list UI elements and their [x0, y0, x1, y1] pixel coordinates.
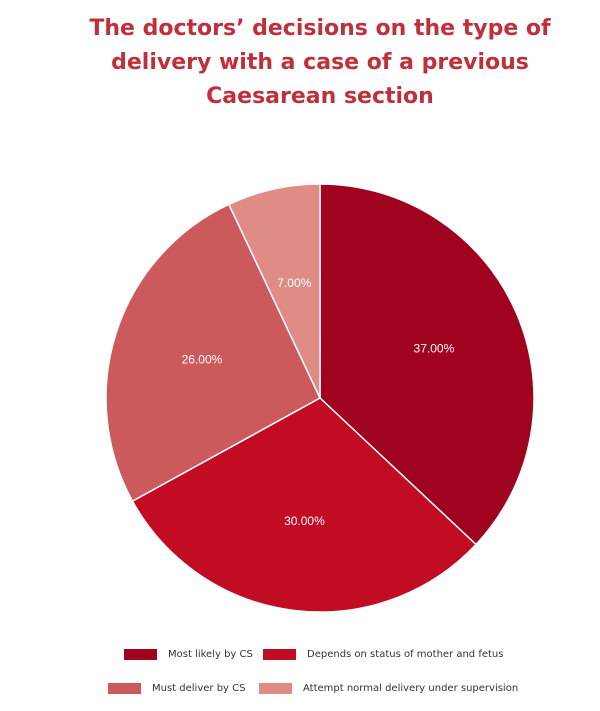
slice-label-most-likely-by-cs: 37.00%: [414, 342, 455, 356]
legend-swatch-depends-on-status: [263, 648, 296, 660]
pie-slice-must-deliver-by-cs[interactable]: [105, 203, 321, 503]
legend-swatch-attempt-normal-delivery: [259, 682, 292, 694]
legend-label-must-deliver-by-cs: Must deliver by CS: [152, 682, 246, 694]
legend-swatch-most-likely-by-cs: [124, 648, 157, 660]
legend-item-attempt-normal-delivery[interactable]: Attempt normal delivery under supervisio…: [259, 681, 518, 695]
pie-slice-most-likely-by-cs[interactable]: [319, 183, 535, 546]
legend-item-depends-on-status[interactable]: Depends on status of mother and fetus: [263, 647, 503, 661]
slice-label-attempt-normal-delivery: 7.00%: [277, 276, 311, 290]
chart-title-line-1: The doctors’ decisions on the type of: [89, 16, 551, 41]
pie-slice-attempt-normal-delivery[interactable]: [227, 183, 321, 399]
legend-swatch-must-deliver-by-cs: [108, 682, 141, 694]
legend-item-most-likely-by-cs[interactable]: Most likely by CS: [124, 647, 253, 661]
pie-slice-depends-on-status[interactable]: [131, 397, 478, 613]
legend-label-attempt-normal-delivery: Attempt normal delivery under supervisio…: [303, 682, 519, 694]
slice-label-depends-on-status: 30.00%: [284, 514, 325, 528]
chart-title: The doctors’ decisions on the type of de…: [50, 12, 590, 114]
chart-title-line-2: delivery with a case of a previous: [111, 50, 529, 75]
chart-title-line-3: Caesarean section: [206, 84, 434, 109]
slice-label-must-deliver-by-cs: 26.00%: [182, 353, 223, 367]
legend-item-must-deliver-by-cs[interactable]: Must deliver by CS: [108, 681, 245, 695]
legend-label-most-likely-by-cs: Most likely by CS: [168, 648, 253, 660]
legend-label-depends-on-status: Depends on status of mother and fetus: [307, 648, 504, 660]
